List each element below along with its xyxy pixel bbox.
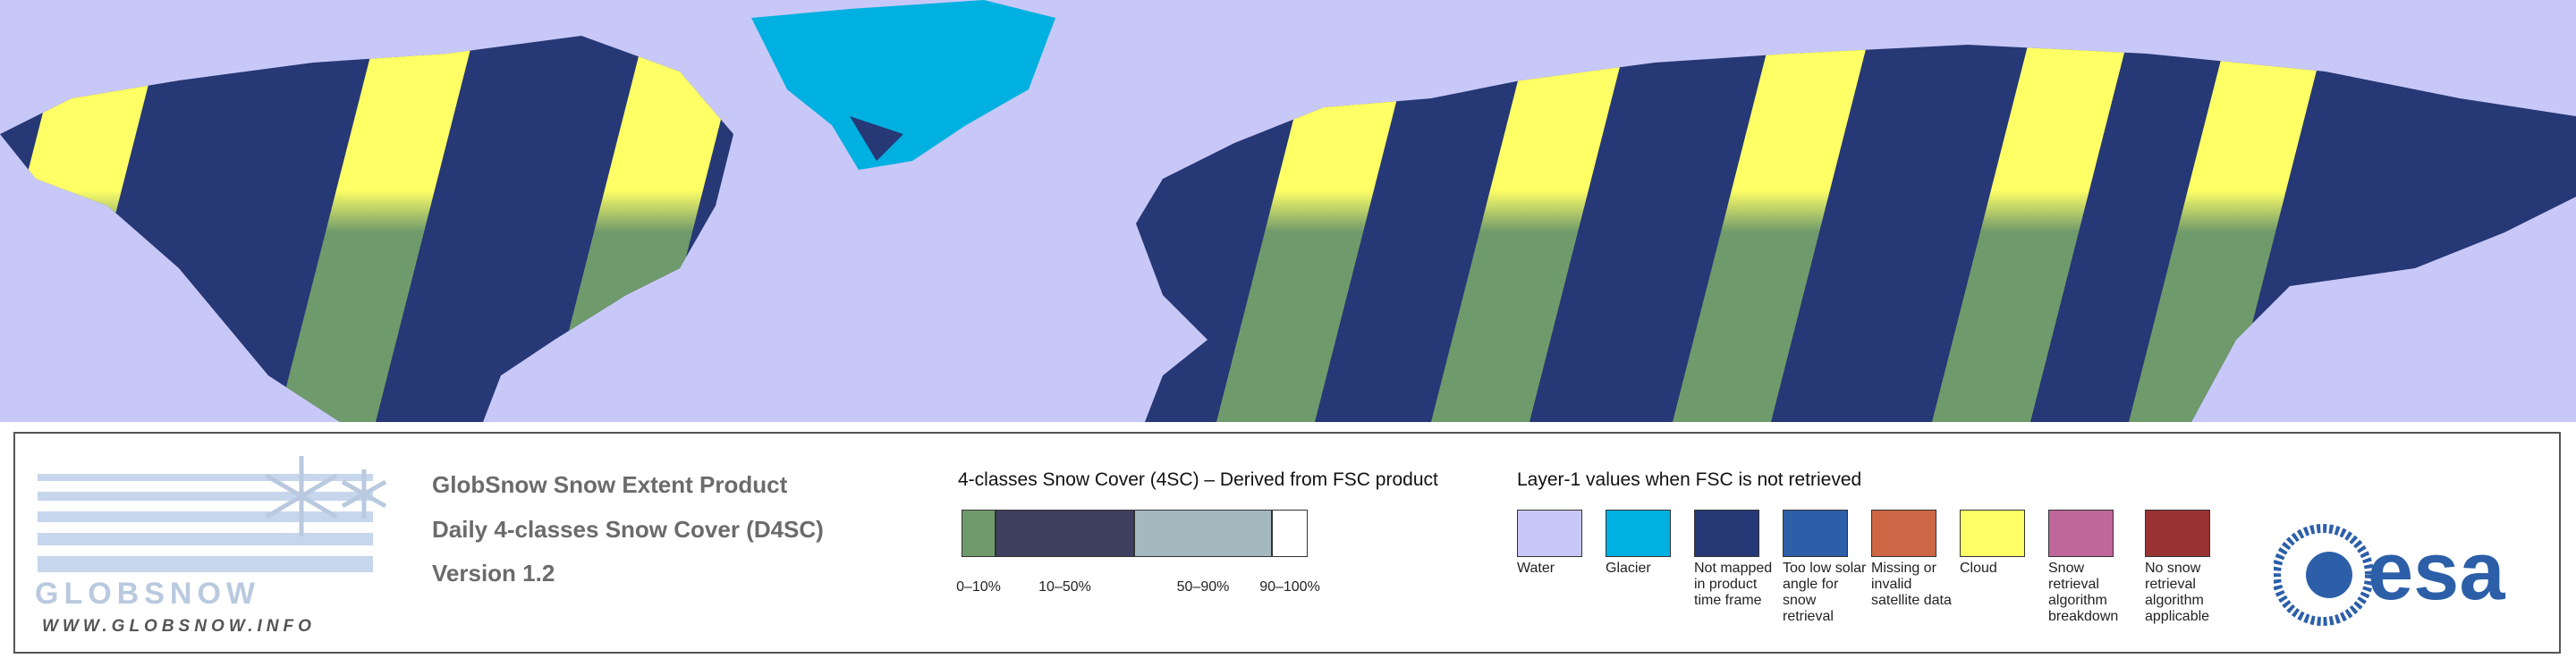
item-label: Too low solar angle for snow retrieval bbox=[1783, 561, 1867, 624]
class-label: 90–100% bbox=[1259, 579, 1320, 595]
item-label: Missing or invalid satellite data bbox=[1871, 561, 1952, 608]
globsnow-logo-graphic bbox=[38, 456, 387, 572]
item-swatch bbox=[2145, 510, 2210, 557]
item-swatch bbox=[1783, 510, 1848, 557]
layer1-legend-title: Layer-1 values when FSC is not retrieved bbox=[1517, 469, 1862, 490]
item-swatch bbox=[1517, 510, 1582, 557]
class-swatch bbox=[1134, 510, 1272, 557]
item-swatch bbox=[2048, 510, 2114, 557]
item-label: Snow retrieval algorithm breakdown bbox=[2048, 561, 2119, 624]
class-swatch bbox=[962, 510, 996, 557]
esa-logo-graphic: esa bbox=[2274, 524, 2505, 626]
item-swatch bbox=[1606, 510, 1671, 557]
orbit-swaths bbox=[0, 36, 2334, 422]
class-label: 50–90% bbox=[1176, 579, 1230, 595]
class-label: 10–50% bbox=[1038, 579, 1091, 595]
class-label: 0–10% bbox=[956, 579, 1001, 595]
item-label: Not mapped in product time frame bbox=[1694, 561, 1773, 608]
product-version: Version 1.2 bbox=[432, 560, 555, 587]
item-label: Cloud bbox=[1960, 561, 1997, 576]
item-swatch bbox=[1871, 510, 1936, 557]
greenland-unmapped bbox=[850, 116, 903, 161]
class-swatch bbox=[1272, 510, 1308, 557]
product-subtitle: Daily 4-classes Snow Cover (D4SC) bbox=[432, 516, 824, 543]
snow-cover-legend-title: 4-classes Snow Cover (4SC) – Derived fro… bbox=[958, 469, 1438, 490]
esa-logo-text: esa bbox=[2368, 526, 2505, 617]
logo-url: WWW.GLOBSNOW.INFO bbox=[42, 617, 316, 636]
item-label: Glacier bbox=[1606, 561, 1651, 576]
item-label: No snow retrieval algorithm applicable bbox=[2145, 561, 2210, 624]
item-swatch bbox=[1694, 510, 1759, 557]
snow-map bbox=[0, 0, 2576, 422]
greenland-glacier bbox=[751, 0, 1055, 170]
legend-panel: GLOBSNOW WWW.GLOBSNOW.INFO GlobSnow Snow… bbox=[13, 432, 2561, 654]
item-swatch bbox=[1960, 510, 2025, 557]
land bbox=[0, 36, 2576, 422]
product-title: GlobSnow Snow Extent Product bbox=[432, 471, 788, 498]
class-swatch bbox=[996, 510, 1134, 557]
logo-name: GLOBSNOW bbox=[35, 577, 260, 611]
item-label: Water bbox=[1517, 561, 1555, 576]
